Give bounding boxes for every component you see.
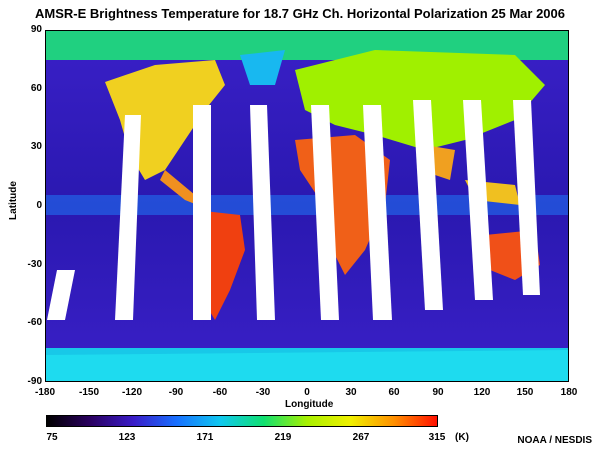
x-tick-label: 30 bbox=[345, 387, 357, 398]
y-tick-label: 30 bbox=[30, 141, 42, 152]
x-tick-label: 150 bbox=[516, 387, 534, 398]
colorbar-tick-label: 171 bbox=[196, 432, 214, 443]
x-tick-label: 90 bbox=[432, 387, 444, 398]
orbit-gaps bbox=[47, 100, 540, 320]
x-tick-label: -150 bbox=[78, 387, 99, 398]
x-tick-label: 60 bbox=[388, 387, 400, 398]
x-tick-label: 120 bbox=[473, 387, 491, 398]
x-tick-label: -30 bbox=[255, 387, 271, 398]
x-tick-label: 180 bbox=[560, 387, 578, 398]
colorbar-tick-label: 219 bbox=[274, 432, 292, 443]
x-axis-label: Longitude bbox=[285, 399, 334, 410]
greenland bbox=[240, 50, 285, 85]
colorbar-tick-label: 267 bbox=[352, 432, 370, 443]
y-tick-label: 0 bbox=[36, 200, 42, 211]
x-tick-label: -90 bbox=[168, 387, 184, 398]
y-tick-label: -30 bbox=[27, 259, 42, 270]
x-tick-label: -180 bbox=[34, 387, 55, 398]
colorbar-tick-label: 315 bbox=[428, 432, 446, 443]
y-tick-label: -60 bbox=[27, 317, 42, 328]
map-border bbox=[45, 30, 569, 382]
x-tick-label: -60 bbox=[212, 387, 228, 398]
colorbar-tick-label: 75 bbox=[46, 432, 58, 443]
credit-label: NOAA / NESDIS bbox=[517, 435, 592, 446]
x-tick-label: -120 bbox=[121, 387, 142, 398]
y-tick-label: 60 bbox=[30, 83, 42, 94]
colorbar-unit: (K) bbox=[455, 432, 469, 443]
colorbar-tick-label: 123 bbox=[118, 432, 136, 443]
colorbar bbox=[46, 415, 438, 427]
y-tick-label: 90 bbox=[30, 24, 42, 35]
brightness-temperature-map bbox=[45, 30, 569, 382]
x-tick-label: 0 bbox=[304, 387, 310, 398]
antarctica bbox=[45, 350, 569, 382]
map-title: AMSR-E Brightness Temperature for 18.7 G… bbox=[35, 6, 565, 21]
tropical-moisture-band bbox=[45, 195, 569, 215]
y-axis-label: Latitude bbox=[7, 181, 19, 220]
y-tick-label: -90 bbox=[27, 376, 42, 387]
